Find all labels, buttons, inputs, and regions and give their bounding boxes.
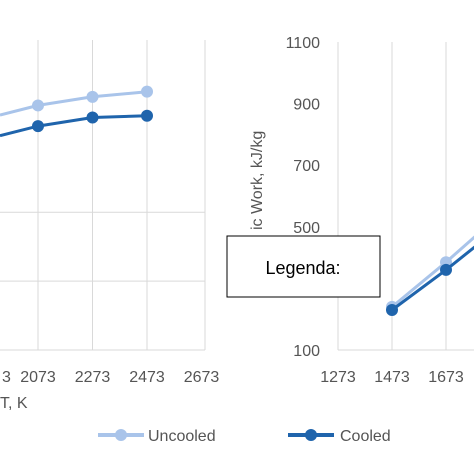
- right-x-tick-label: 1273: [320, 369, 356, 386]
- right-y-tick-label: 1100: [286, 35, 321, 52]
- right-point-cooled: [440, 263, 452, 276]
- legend-label-cooled: Cooled: [340, 428, 391, 445]
- left-x-tick-label: 2673: [184, 369, 220, 386]
- left-point-cooled: [141, 109, 153, 122]
- right-y-tick-label: 900: [293, 97, 320, 114]
- left-point-uncooled: [86, 90, 99, 103]
- right-y-tick-label: 100: [293, 343, 320, 360]
- right-y-axis-title: ic Work, kJ/kg: [249, 131, 266, 230]
- right-y-tick-label: 700: [293, 158, 320, 175]
- right-series-group: [386, 235, 474, 316]
- legend-label-uncooled: Uncooled: [148, 428, 216, 445]
- right-gridlines: [337, 42, 474, 351]
- left-x-tick-labels: 3 2073 2273 2473 2673: [2, 369, 219, 386]
- left-series-group: [0, 85, 153, 138]
- right-y-tick-label: 500: [293, 220, 320, 237]
- right-series-line-uncooled: [391, 235, 474, 309]
- right-x-tick-label: 1673: [428, 369, 464, 386]
- left-series-line-uncooled: [0, 90, 148, 117]
- legend-swatch-cooled-marker: [305, 429, 317, 441]
- left-x-tick-label: 3: [2, 369, 11, 386]
- legend-annotation-box: Legenda:: [226, 235, 381, 298]
- chart-legend: Uncooled Cooled: [98, 428, 391, 445]
- left-x-axis-title: T, K: [0, 395, 28, 412]
- right-y-tick-labels: 1003005007009001100: [286, 35, 321, 360]
- legend-item-cooled: Cooled: [288, 428, 391, 445]
- legend-item-uncooled: Uncooled: [98, 428, 216, 445]
- left-x-tick-label: 2073: [20, 369, 56, 386]
- left-chart: 3 2073 2273 2473 2673 T, K: [0, 40, 219, 412]
- legend-annotation-label: Legenda:: [265, 258, 340, 278]
- left-point-cooled: [86, 111, 99, 124]
- right-x-tick-labels: 1273 1473 1673: [320, 369, 464, 386]
- right-point-cooled: [386, 303, 398, 316]
- left-x-tick-label: 2473: [129, 369, 165, 386]
- left-gridlines: [0, 40, 205, 351]
- left-point-cooled: [32, 120, 44, 133]
- legend-swatch-uncooled-marker: [115, 429, 127, 441]
- left-series-line-cooled: [0, 114, 148, 138]
- right-x-tick-label: 1473: [374, 369, 410, 386]
- left-x-tick-label: 2273: [75, 369, 111, 386]
- left-point-uncooled: [32, 99, 44, 112]
- left-point-uncooled: [141, 85, 153, 98]
